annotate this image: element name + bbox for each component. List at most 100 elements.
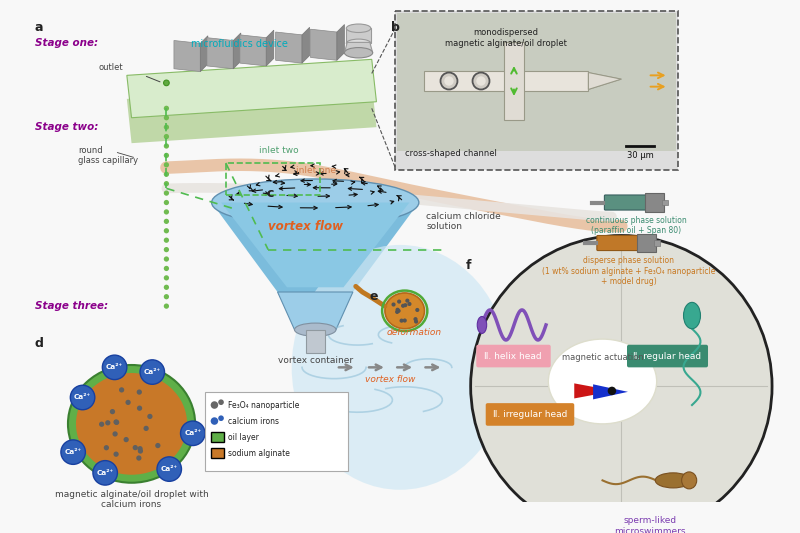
FancyBboxPatch shape xyxy=(638,233,656,253)
Circle shape xyxy=(138,446,142,451)
Text: calcium irons: calcium irons xyxy=(228,417,278,425)
Circle shape xyxy=(210,401,218,409)
Text: Ⅱ. irregular head: Ⅱ. irregular head xyxy=(493,410,567,419)
Circle shape xyxy=(136,455,142,461)
Text: f: f xyxy=(466,259,471,272)
FancyBboxPatch shape xyxy=(662,200,667,205)
Circle shape xyxy=(218,415,224,421)
Polygon shape xyxy=(337,25,345,60)
Polygon shape xyxy=(310,29,337,60)
Circle shape xyxy=(403,303,407,307)
Circle shape xyxy=(164,172,169,177)
Ellipse shape xyxy=(346,39,371,47)
Circle shape xyxy=(137,406,142,411)
Text: magnetic alginate/oil droplet with
calcium irons: magnetic alginate/oil droplet with calci… xyxy=(54,490,209,509)
Polygon shape xyxy=(212,203,419,292)
Polygon shape xyxy=(397,13,676,151)
Circle shape xyxy=(163,80,170,86)
Circle shape xyxy=(164,266,169,271)
Circle shape xyxy=(155,443,161,448)
Circle shape xyxy=(164,181,169,187)
Circle shape xyxy=(164,143,169,149)
Ellipse shape xyxy=(76,373,187,475)
Polygon shape xyxy=(207,38,234,69)
Polygon shape xyxy=(345,43,373,53)
Polygon shape xyxy=(200,36,208,71)
Text: disperse phase solution
(1 wt% sodium alginate + Fe₃O₄ nanoparticle
+ model drug: disperse phase solution (1 wt% sodium al… xyxy=(542,256,715,286)
Polygon shape xyxy=(276,32,302,63)
Text: sodium alginate: sodium alginate xyxy=(228,449,290,457)
Circle shape xyxy=(164,256,169,262)
Text: deformation: deformation xyxy=(386,328,442,337)
Circle shape xyxy=(608,386,616,395)
Circle shape xyxy=(126,400,130,405)
Circle shape xyxy=(137,390,142,395)
Circle shape xyxy=(164,228,169,233)
FancyBboxPatch shape xyxy=(597,236,641,251)
Circle shape xyxy=(164,247,169,252)
Text: d: d xyxy=(34,337,43,350)
Polygon shape xyxy=(127,83,377,143)
Circle shape xyxy=(93,461,118,485)
FancyBboxPatch shape xyxy=(205,392,348,471)
Text: vortex flow: vortex flow xyxy=(366,375,416,384)
Ellipse shape xyxy=(478,317,486,334)
Text: outlet: outlet xyxy=(98,63,123,72)
Text: Stage three:: Stage three: xyxy=(34,302,108,311)
Polygon shape xyxy=(174,41,200,71)
Circle shape xyxy=(164,209,169,215)
Ellipse shape xyxy=(212,179,419,226)
Text: vortex container: vortex container xyxy=(278,356,353,365)
Polygon shape xyxy=(306,330,325,353)
Text: Fe₃O₄ nanoparticle: Fe₃O₄ nanoparticle xyxy=(228,400,299,409)
Circle shape xyxy=(210,417,218,425)
Circle shape xyxy=(164,115,169,120)
Text: a: a xyxy=(34,21,43,34)
Text: monodispersed
magnetic alginate/oil droplet: monodispersed magnetic alginate/oil drop… xyxy=(445,28,566,47)
Circle shape xyxy=(164,285,169,290)
Text: Stage two:: Stage two: xyxy=(34,123,98,133)
Polygon shape xyxy=(588,72,622,90)
Text: sperm-liked
microswimmers: sperm-liked microswimmers xyxy=(614,516,686,533)
FancyBboxPatch shape xyxy=(210,448,224,458)
Text: Ca²⁺: Ca²⁺ xyxy=(184,430,202,437)
Circle shape xyxy=(391,302,396,306)
Circle shape xyxy=(476,76,486,86)
Circle shape xyxy=(164,275,169,280)
Circle shape xyxy=(164,153,169,158)
Polygon shape xyxy=(593,384,628,399)
FancyBboxPatch shape xyxy=(423,71,588,91)
Circle shape xyxy=(119,387,124,392)
FancyBboxPatch shape xyxy=(654,240,660,246)
Text: cross-shaped channel: cross-shaped channel xyxy=(405,149,497,158)
Ellipse shape xyxy=(294,323,336,336)
Text: Ca²⁺: Ca²⁺ xyxy=(74,394,91,400)
Circle shape xyxy=(138,448,143,454)
Text: Ca²⁺: Ca²⁺ xyxy=(106,365,123,370)
Circle shape xyxy=(441,72,458,90)
Polygon shape xyxy=(278,292,353,330)
Circle shape xyxy=(102,355,127,379)
Text: calcium chloride
solution: calcium chloride solution xyxy=(426,212,501,231)
Text: inlet two: inlet two xyxy=(258,146,298,155)
Circle shape xyxy=(395,310,399,314)
Text: Ⅱ. helix head: Ⅱ. helix head xyxy=(484,352,542,360)
Text: Ca²⁺: Ca²⁺ xyxy=(144,369,161,375)
Circle shape xyxy=(401,304,405,308)
Circle shape xyxy=(147,414,153,419)
Circle shape xyxy=(70,385,95,410)
Text: Ca²⁺: Ca²⁺ xyxy=(97,470,114,476)
Circle shape xyxy=(164,162,169,167)
Ellipse shape xyxy=(548,339,657,424)
Circle shape xyxy=(397,309,401,313)
Circle shape xyxy=(407,302,411,306)
Circle shape xyxy=(133,445,138,450)
Circle shape xyxy=(114,419,118,425)
Circle shape xyxy=(140,360,165,384)
Circle shape xyxy=(123,437,129,442)
Ellipse shape xyxy=(655,473,691,488)
Text: b: b xyxy=(390,21,399,34)
Circle shape xyxy=(444,76,454,86)
Text: 30 μm: 30 μm xyxy=(627,151,654,160)
Circle shape xyxy=(164,294,169,300)
